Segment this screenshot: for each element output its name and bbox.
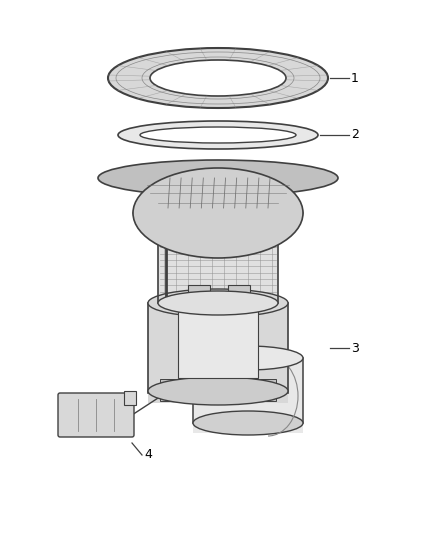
Bar [193,358,303,433]
Bar [230,379,246,401]
Bar [160,379,176,401]
Ellipse shape [158,291,278,315]
Ellipse shape [98,160,338,196]
Ellipse shape [133,168,303,258]
Ellipse shape [140,127,296,143]
Ellipse shape [133,197,303,229]
Text: 1: 1 [351,71,359,85]
Bar [124,391,136,405]
Text: 2: 2 [351,128,359,141]
Ellipse shape [193,411,303,435]
Bar [178,308,258,378]
FancyBboxPatch shape [58,393,134,437]
Bar [228,285,250,305]
Bar [190,379,206,401]
Bar [188,285,210,305]
Ellipse shape [108,48,328,108]
Ellipse shape [148,289,288,317]
Bar [158,185,278,303]
Ellipse shape [193,346,303,370]
Bar [260,379,276,401]
Text: 4: 4 [144,448,152,462]
Ellipse shape [118,121,318,149]
Bar [148,303,288,403]
Ellipse shape [148,377,288,405]
Ellipse shape [150,60,286,96]
Text: 3: 3 [351,342,359,354]
